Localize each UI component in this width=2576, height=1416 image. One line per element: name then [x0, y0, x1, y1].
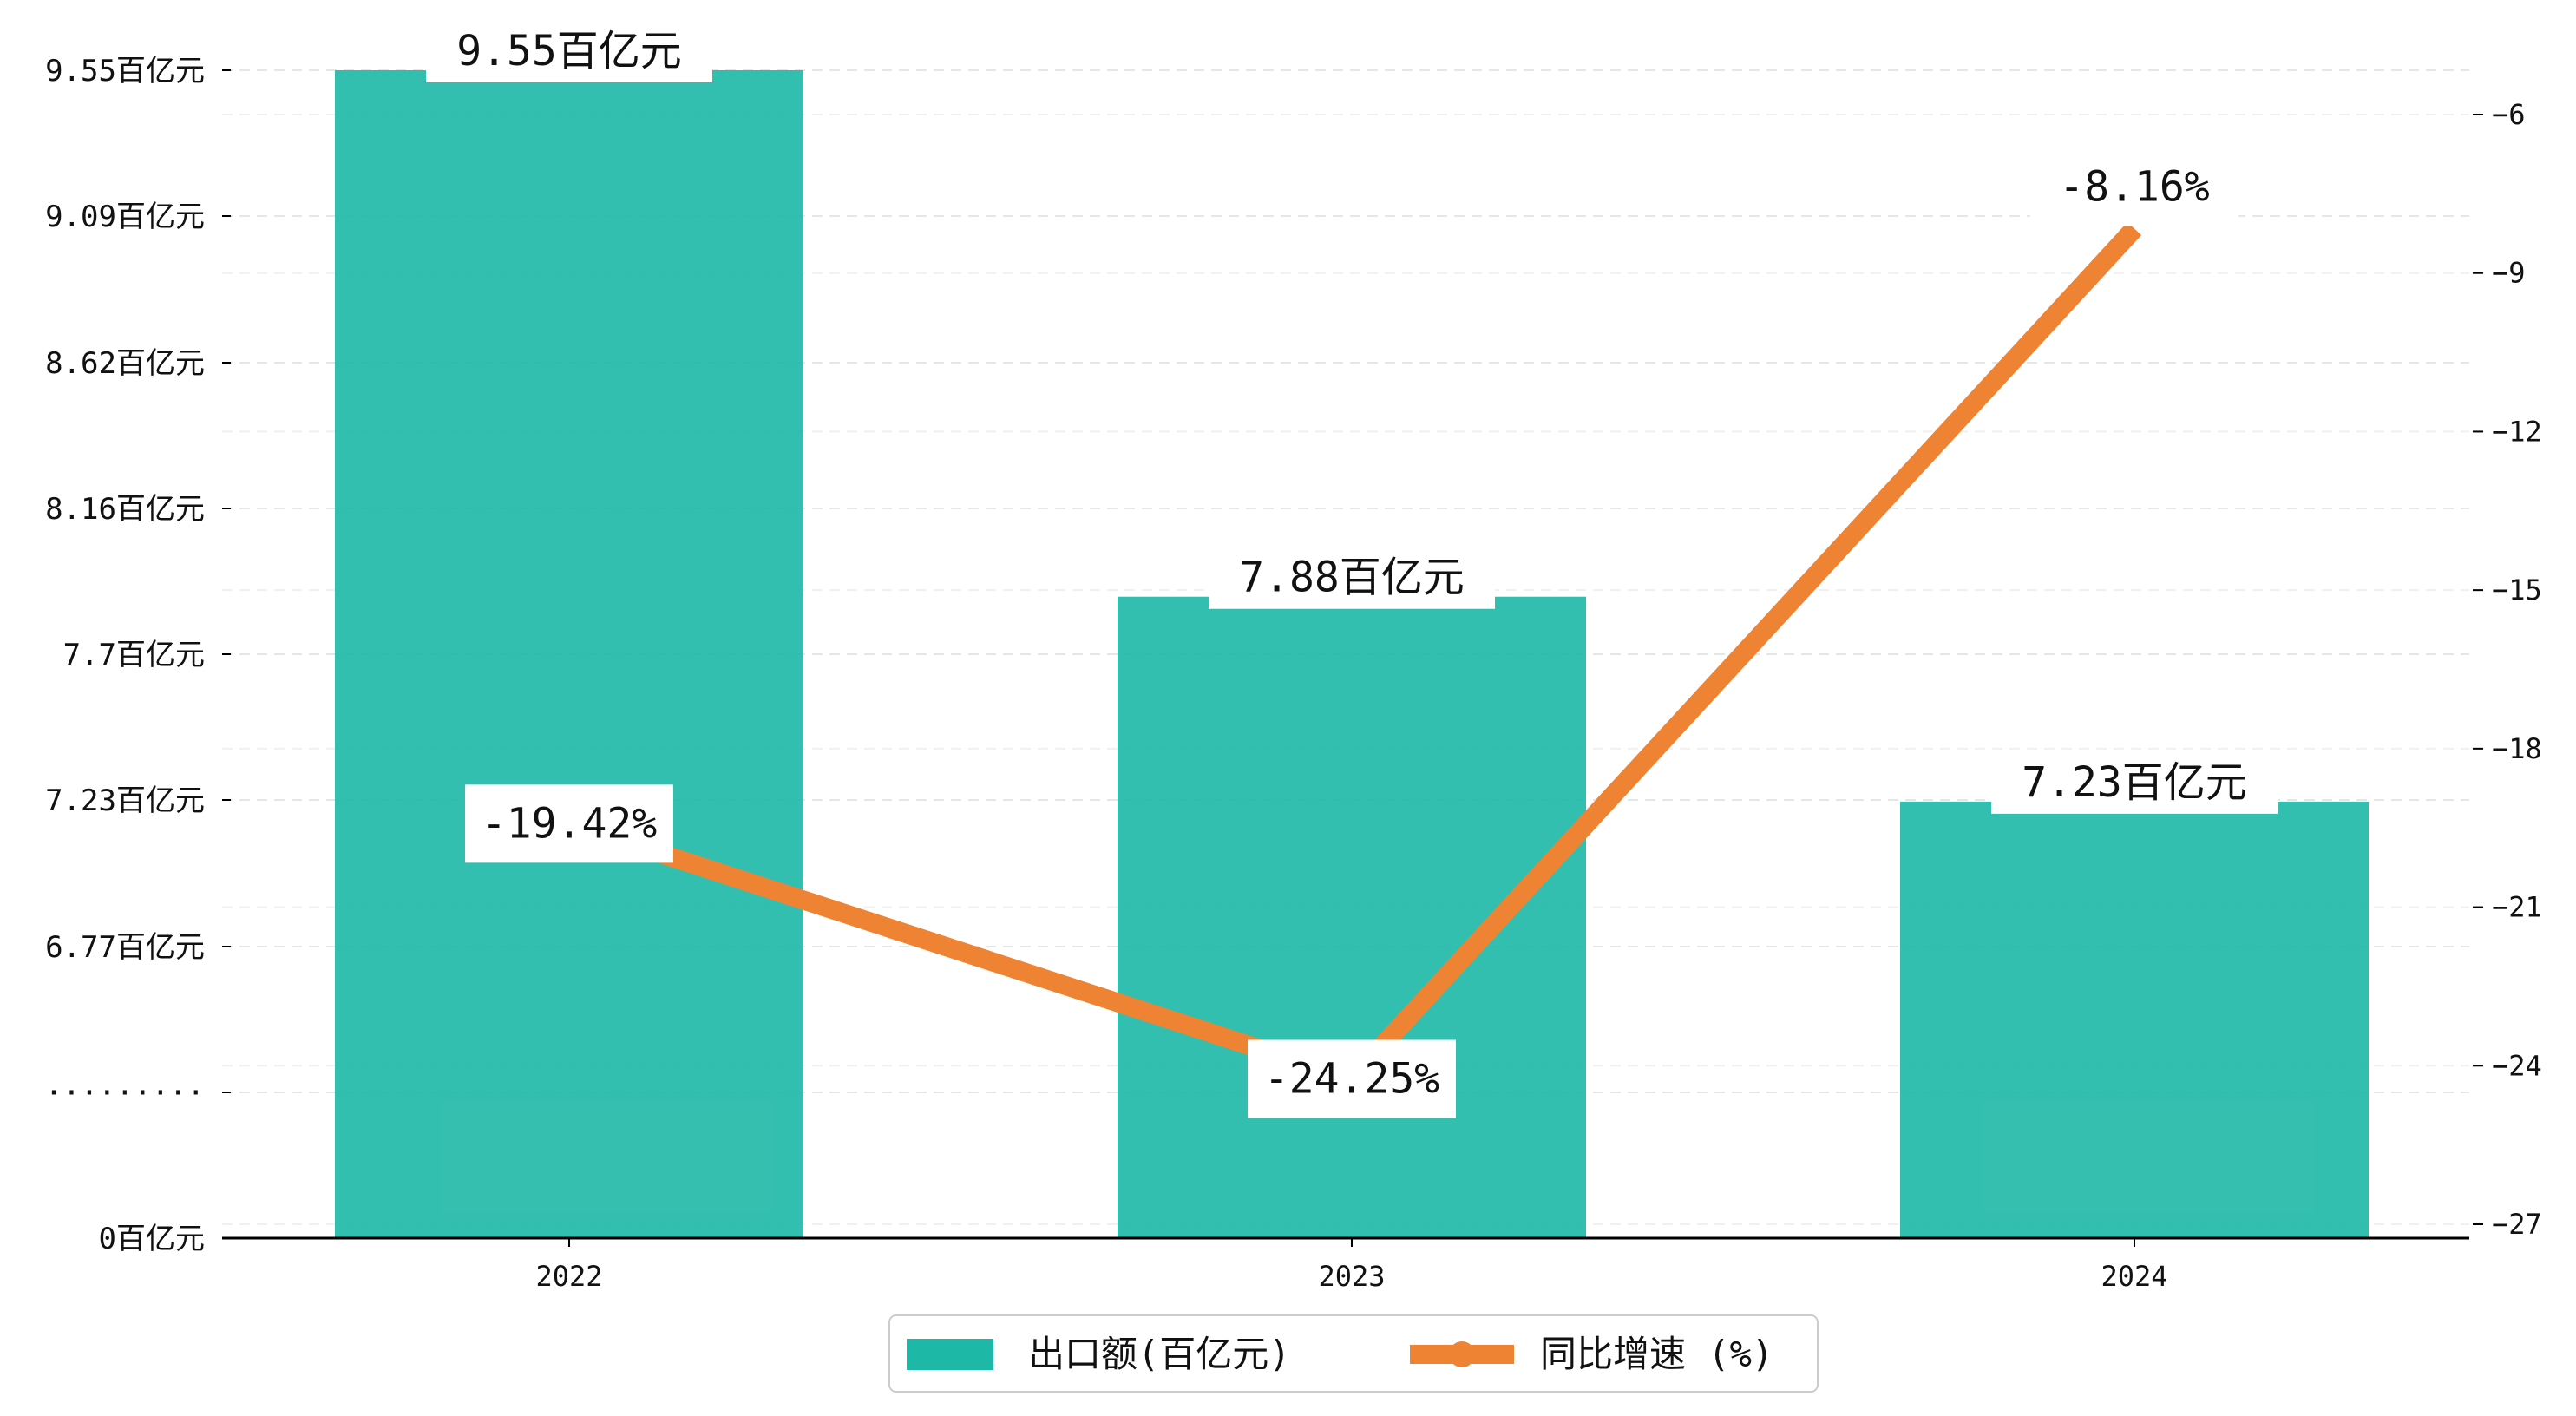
bar-value-label-box [1991, 751, 2278, 814]
bar [1118, 596, 1586, 1238]
line-value-label: -24.25% [1264, 1055, 1439, 1104]
bar-value-label: 7.88百亿元 [1239, 554, 1465, 602]
line-value-label-box [465, 784, 673, 863]
left-tick-label: 8.62百亿元 [45, 346, 205, 381]
bar-value-label: 9.55百亿元 [456, 27, 682, 75]
right-tick-label: −18 [2492, 732, 2542, 765]
legend[interactable]: 出口额(百亿元) 同比增速 (%) [888, 1314, 1819, 1393]
left-tick-label: 8.16百亿元 [45, 492, 205, 527]
legend-marker-line [1449, 1341, 1475, 1367]
right-tick-label: −21 [2492, 891, 2542, 924]
bar-value-label-box [426, 20, 712, 82]
left-tick-label: 7.23百亿元 [45, 783, 205, 818]
bar-value-label: 7.23百亿元 [2022, 758, 2247, 807]
legend-label-line: 同比增速 (%) [1540, 1333, 1773, 1375]
x-tick-label: 2022 [535, 1260, 602, 1293]
line-value-label: -19.42% [482, 799, 657, 848]
bar-series [335, 70, 2369, 1238]
right-tick-label: −9 [2492, 257, 2526, 290]
right-tick-label: −6 [2492, 98, 2526, 131]
x-tick-label: 2023 [1318, 1260, 1385, 1293]
line-value-label: -8.16% [2059, 163, 2209, 212]
legend-swatch-bar [907, 1339, 993, 1370]
left-tick-label: 0百亿元 [99, 1222, 205, 1256]
right-tick-label: −12 [2492, 415, 2542, 448]
bar [1900, 801, 2369, 1238]
left-tick-label: 6.77百亿元 [45, 930, 205, 965]
left-tick-label: 9.55百亿元 [45, 54, 205, 88]
axes: 0百亿元 ········· 6.77百亿元 7.23百亿元 7.7百亿元 8.16百亿元… [45, 54, 2542, 1293]
x-tick-label: 2024 [2101, 1260, 2167, 1293]
legend-label-bar: 出口额(百亿元) [1028, 1333, 1291, 1375]
right-tick-label: −24 [2492, 1049, 2542, 1082]
bar [335, 70, 803, 1238]
left-tick-label: ········· [45, 1076, 205, 1111]
right-tick-label: −27 [2492, 1208, 2542, 1241]
left-tick-label: 7.7百亿元 [63, 638, 205, 672]
data-labels: 9.55百亿元 7.88百亿元 7.23百亿元 -19.42% -24.25% -8.16… [426, 20, 2278, 1118]
legend-frame [888, 1314, 1819, 1393]
right-tick-label: −15 [2492, 574, 2542, 606]
left-tick-label: 9.09百亿元 [45, 200, 205, 234]
line-value-label-box [2030, 148, 2238, 226]
line-value-label-box [1248, 1039, 1456, 1118]
bar-value-label-box [1209, 546, 1495, 609]
